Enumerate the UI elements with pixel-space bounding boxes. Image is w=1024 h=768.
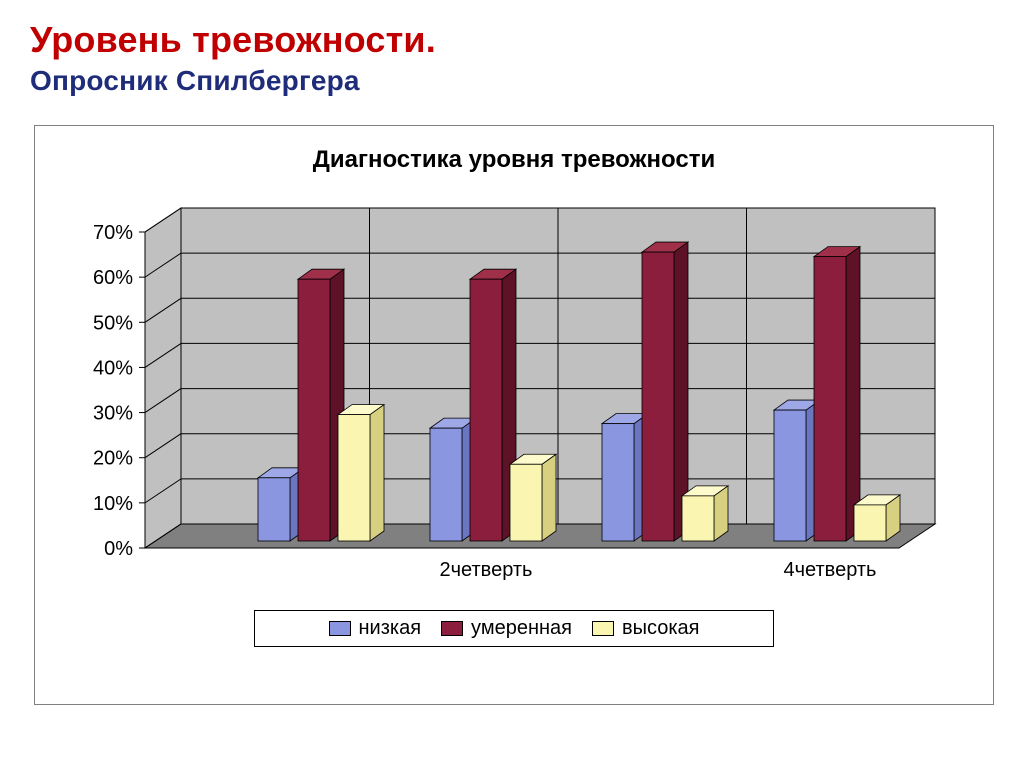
- svg-text:10%: 10%: [93, 493, 133, 515]
- chart-legend: низкая умеренная высокая: [254, 610, 774, 647]
- svg-text:70%: 70%: [93, 222, 133, 244]
- legend-item: высокая: [592, 617, 700, 640]
- chart-title: Диагностика уровня тревожности: [65, 146, 963, 174]
- svg-text:4четверть: 4четверть: [784, 559, 877, 581]
- svg-text:20%: 20%: [93, 448, 133, 470]
- legend-swatch: [329, 621, 351, 636]
- svg-text:50%: 50%: [93, 312, 133, 334]
- legend-label: низкая: [359, 617, 422, 640]
- chart-frame: Диагностика уровня тревожности 0% 10% 20% 3…: [34, 125, 994, 705]
- legend-item: умеренная: [441, 617, 572, 640]
- svg-text:40%: 40%: [93, 358, 133, 380]
- slide-title-main: Уровень тревожности.: [30, 18, 994, 61]
- chart-svg: 0% 10% 20% 30% 40% 50% 60% 70% 2четверть 4четверт…: [65, 198, 945, 598]
- svg-text:60%: 60%: [93, 267, 133, 289]
- legend-swatch: [441, 621, 463, 636]
- svg-text:30%: 30%: [93, 403, 133, 425]
- chart-plot: 0% 10% 20% 30% 40% 50% 60% 70% 2четверть 4четверт…: [65, 198, 963, 598]
- legend-label: высокая: [622, 617, 700, 640]
- legend-swatch: [592, 621, 614, 636]
- svg-text:2четверть: 2четверть: [440, 559, 533, 581]
- svg-text:0%: 0%: [104, 538, 133, 560]
- legend-label: умеренная: [471, 617, 572, 640]
- legend-item: низкая: [329, 617, 422, 640]
- slide-title-sub: Опросник Спилбергера: [30, 65, 994, 97]
- slide: Уровень тревожности. Опросник Спилбергер…: [0, 0, 1024, 768]
